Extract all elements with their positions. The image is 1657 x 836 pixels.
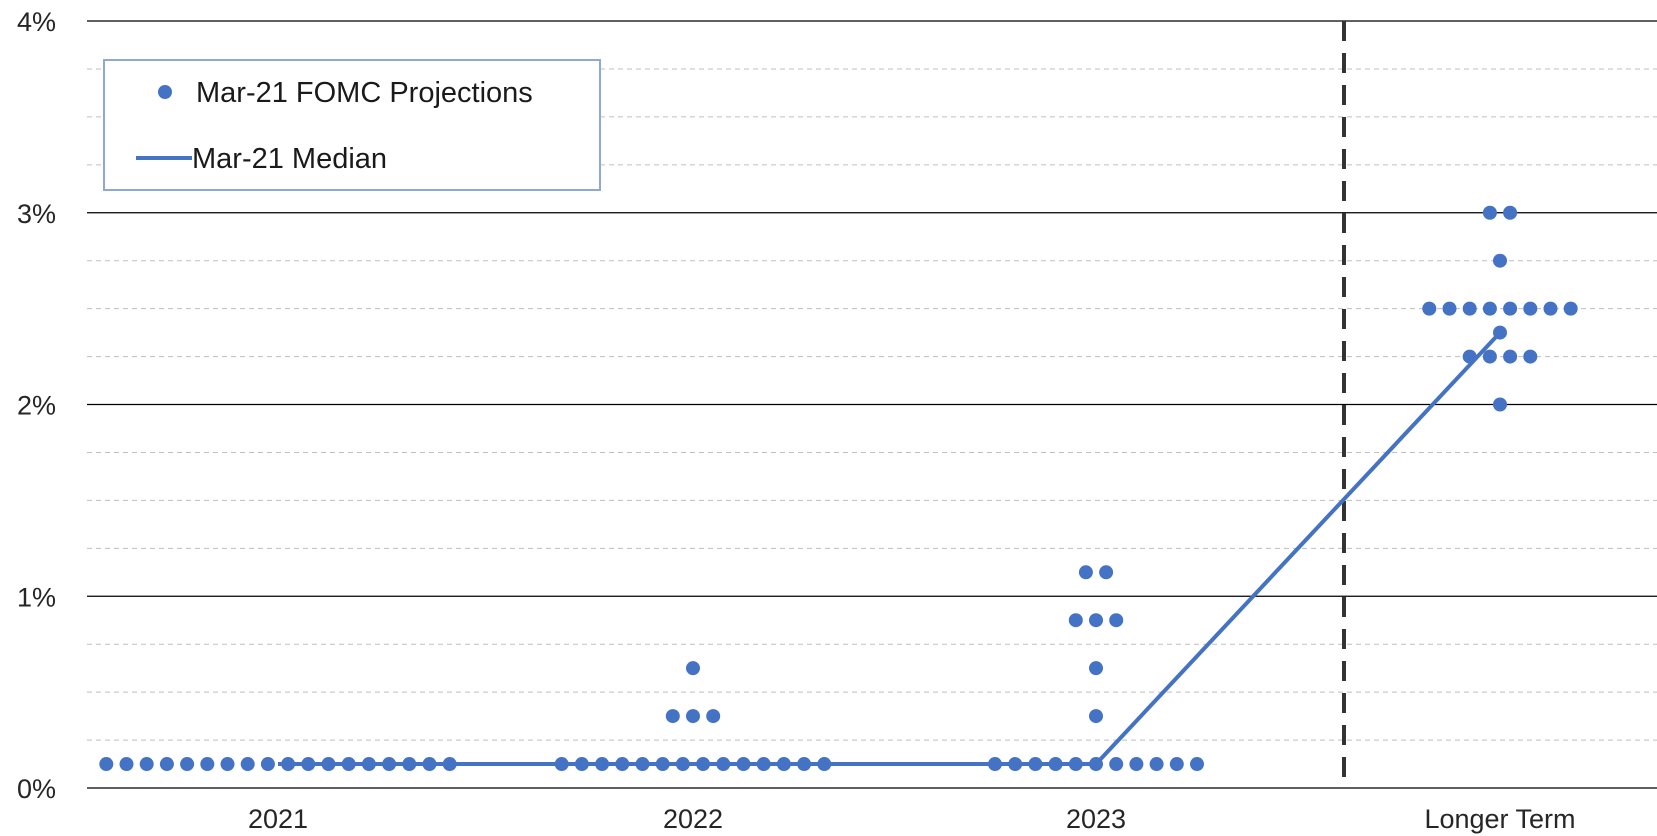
projection-dot bbox=[1109, 613, 1124, 628]
legend-dots-label: Mar-21 FOMC Projections bbox=[196, 77, 533, 109]
projection-dot bbox=[1089, 757, 1103, 772]
projection-dot bbox=[1099, 565, 1114, 580]
projection-dot bbox=[675, 757, 690, 772]
median-layer bbox=[278, 331, 1502, 767]
y-tick-label: 1% bbox=[17, 582, 56, 612]
y-tick-label: 2% bbox=[17, 391, 56, 421]
projection-dot bbox=[988, 757, 1002, 772]
projection-dot bbox=[301, 757, 316, 772]
projection-dot bbox=[361, 757, 376, 772]
projection-dot bbox=[1482, 301, 1497, 316]
projection-dot bbox=[382, 757, 397, 772]
dot-layer bbox=[99, 205, 1578, 772]
projection-dot bbox=[1523, 301, 1538, 316]
legend-line-label: Mar-21 Median bbox=[192, 143, 387, 175]
projection-dot bbox=[574, 757, 589, 772]
projection-dot bbox=[1493, 325, 1507, 340]
projection-dot bbox=[1008, 757, 1023, 772]
projection-dot bbox=[1149, 757, 1164, 772]
projection-dot bbox=[1422, 301, 1437, 316]
grid-layer bbox=[87, 20, 1657, 789]
projection-dot bbox=[422, 757, 437, 772]
x-tick-label: 2023 bbox=[1066, 804, 1126, 834]
projection-dot bbox=[706, 709, 721, 724]
projection-dot bbox=[696, 757, 711, 772]
projection-dot bbox=[1523, 349, 1538, 364]
projection-dot bbox=[1089, 661, 1103, 676]
x-tick-label: 2022 bbox=[663, 804, 723, 834]
projection-dot bbox=[655, 757, 670, 772]
projection-dot bbox=[1169, 757, 1184, 772]
projection-dot bbox=[1089, 709, 1103, 724]
projection-dot bbox=[595, 757, 610, 772]
projection-dot bbox=[686, 661, 700, 676]
projection-dot bbox=[200, 757, 215, 772]
legend-dot-marker bbox=[158, 85, 172, 99]
projection-dot bbox=[119, 757, 134, 772]
projection-dot bbox=[1493, 253, 1507, 268]
projection-dot bbox=[260, 757, 275, 772]
projection-dot bbox=[442, 757, 457, 772]
projection-dot bbox=[1129, 757, 1144, 772]
projection-dot bbox=[1493, 397, 1507, 412]
projection-dot bbox=[716, 757, 731, 772]
projection-dot bbox=[1462, 349, 1477, 364]
legend-box bbox=[103, 59, 601, 191]
projection-dot bbox=[817, 757, 832, 772]
projection-dot bbox=[554, 757, 569, 772]
projection-dot bbox=[1190, 757, 1204, 772]
projection-dot bbox=[686, 709, 700, 724]
projection-dot bbox=[159, 757, 174, 772]
projection-dot bbox=[402, 757, 417, 772]
y-axis: 0% 1% 2% 3% 4% bbox=[17, 7, 56, 804]
projection-dot bbox=[776, 757, 791, 772]
legend: Mar-21 FOMC Projections Mar-21 Median bbox=[103, 59, 601, 191]
projection-dot bbox=[1068, 613, 1083, 628]
projection-dot bbox=[1048, 757, 1063, 772]
projection-dot bbox=[1078, 565, 1093, 580]
projection-dot bbox=[1109, 757, 1124, 772]
projection-dot bbox=[220, 757, 235, 772]
projection-dot bbox=[1503, 301, 1518, 316]
projection-dot bbox=[1482, 205, 1497, 220]
projection-dot bbox=[1462, 301, 1477, 316]
projection-dot bbox=[99, 757, 114, 772]
projection-dot bbox=[1089, 613, 1103, 628]
projection-dot bbox=[1482, 349, 1497, 364]
projection-dot bbox=[281, 757, 296, 772]
projection-dot bbox=[615, 757, 630, 772]
x-tick-label: Longer Term bbox=[1424, 804, 1575, 834]
median-line bbox=[278, 331, 1502, 767]
projection-dot bbox=[635, 757, 650, 772]
projection-dot bbox=[797, 757, 812, 772]
projection-dot bbox=[756, 757, 771, 772]
y-tick-label: 3% bbox=[17, 199, 56, 229]
projection-dot bbox=[665, 709, 680, 724]
projection-dot bbox=[341, 757, 356, 772]
x-tick-label: 2021 bbox=[248, 804, 308, 834]
y-tick-label: 4% bbox=[17, 7, 56, 37]
projection-dot bbox=[1543, 301, 1558, 316]
projection-dot bbox=[1442, 301, 1457, 316]
y-tick-label: 0% bbox=[17, 774, 56, 804]
projection-dot bbox=[736, 757, 751, 772]
projection-dot bbox=[1028, 757, 1043, 772]
projection-dot bbox=[139, 757, 154, 772]
projection-dot bbox=[180, 757, 195, 772]
projection-dot bbox=[1503, 205, 1518, 220]
x-axis: 2021 2022 2023 Longer Term bbox=[248, 804, 1576, 834]
projection-dot bbox=[240, 757, 255, 772]
projection-dot bbox=[1563, 301, 1578, 316]
projection-dot bbox=[1503, 349, 1518, 364]
projection-dot bbox=[1068, 757, 1083, 772]
projection-dot bbox=[321, 757, 336, 772]
